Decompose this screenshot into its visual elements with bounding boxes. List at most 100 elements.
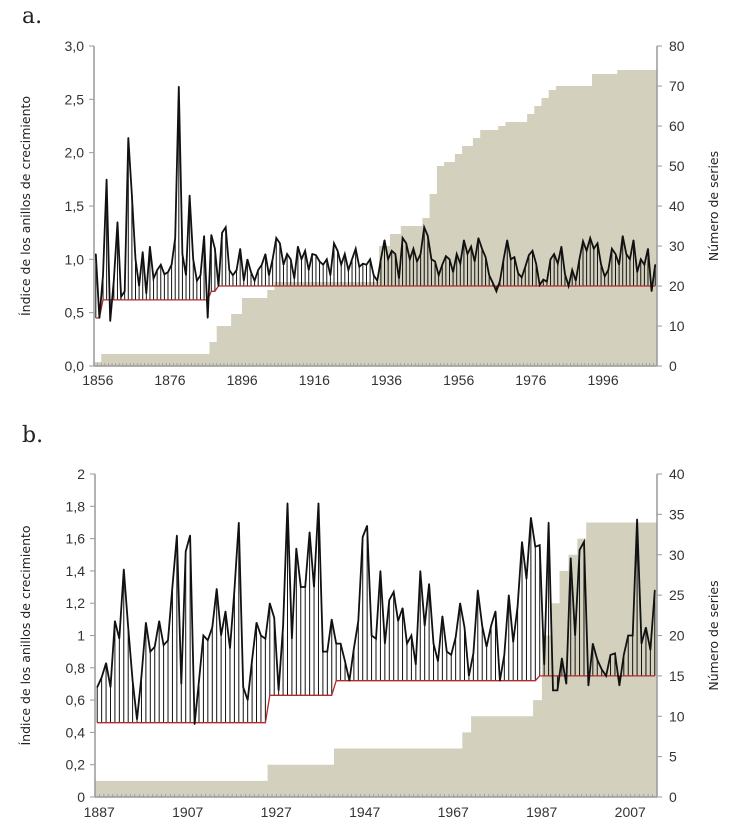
data-point xyxy=(649,649,651,651)
data-point xyxy=(472,652,474,654)
data-point xyxy=(317,502,320,504)
y-tick-label-right: 10 xyxy=(669,708,685,724)
data-point xyxy=(441,264,443,266)
data-point xyxy=(149,651,151,653)
x-tick-label: 1947 xyxy=(349,804,380,820)
y-tick-label-right: 70 xyxy=(669,78,685,94)
data-point xyxy=(419,570,421,572)
data-point xyxy=(397,620,399,622)
data-point xyxy=(255,621,258,624)
x-ticks xyxy=(93,363,658,366)
y-tick-label-left: 1,2 xyxy=(66,595,86,611)
data-point xyxy=(192,258,194,260)
data-point xyxy=(185,550,187,553)
data-point xyxy=(623,654,625,656)
data-point xyxy=(459,602,461,604)
data-point xyxy=(446,651,448,653)
y-tick-label-right: 20 xyxy=(669,628,685,644)
data-point xyxy=(138,285,140,287)
data-point xyxy=(196,280,198,282)
data-point xyxy=(437,660,439,662)
data-point xyxy=(578,258,581,260)
data-point xyxy=(282,264,285,266)
y-tick-label-left: 0,6 xyxy=(66,692,86,708)
data-point xyxy=(174,237,176,239)
data-point xyxy=(553,253,555,255)
x-tick-label: 1907 xyxy=(172,804,203,820)
data-point xyxy=(176,534,178,536)
data-point xyxy=(113,280,115,282)
y-tick-label-right: 20 xyxy=(669,278,685,294)
data-point xyxy=(470,245,472,248)
data-point xyxy=(512,641,514,643)
data-point xyxy=(351,258,353,260)
data-point xyxy=(152,277,155,280)
data-point xyxy=(625,253,627,255)
data-point xyxy=(607,269,609,271)
data-point xyxy=(528,254,530,256)
data-point xyxy=(387,258,389,260)
data-point xyxy=(611,248,613,250)
y-tick-label-left: 3,0 xyxy=(65,38,85,54)
y-axis-title-left: Índice de los anillos de crecimiento xyxy=(18,525,33,745)
y-tick-label-left: 0,5 xyxy=(65,305,85,321)
data-point xyxy=(247,699,249,701)
data-point xyxy=(521,276,523,279)
data-point xyxy=(632,634,634,637)
data-point xyxy=(567,285,570,287)
data-point xyxy=(477,589,479,591)
data-point xyxy=(355,248,357,250)
data-point xyxy=(95,253,97,255)
data-point xyxy=(570,557,572,559)
y-tick-label-right: 50 xyxy=(669,158,685,174)
data-point xyxy=(293,277,295,280)
data-point xyxy=(503,258,505,260)
data-point xyxy=(416,260,418,263)
data-point xyxy=(171,586,174,588)
data-point xyxy=(202,634,205,637)
data-point xyxy=(492,282,494,284)
data-point xyxy=(295,547,297,549)
data-point xyxy=(574,634,576,637)
data-point xyxy=(629,258,631,260)
data-point xyxy=(474,260,476,263)
data-point xyxy=(106,178,108,180)
data-point xyxy=(379,570,382,572)
data-point xyxy=(178,85,180,88)
y-tick-label-left: 1,4 xyxy=(66,563,86,579)
data-point xyxy=(370,634,373,637)
data-point xyxy=(596,242,599,244)
data-point xyxy=(654,589,656,591)
data-point xyxy=(335,642,337,645)
data-point xyxy=(560,245,562,248)
data-point xyxy=(123,568,125,570)
data-point xyxy=(428,583,430,585)
data-point xyxy=(525,578,528,580)
data-point xyxy=(643,264,645,266)
data-point xyxy=(441,615,443,617)
data-point xyxy=(430,258,433,260)
data-point xyxy=(640,258,642,260)
y-tick-label-left: 0 xyxy=(77,789,85,805)
data-point xyxy=(450,654,452,656)
data-point xyxy=(242,686,244,688)
data-point xyxy=(120,296,122,298)
y-axis-title-left: Índice de los anillos de crecimiento xyxy=(18,96,33,316)
data-point xyxy=(410,634,413,637)
data-point xyxy=(427,235,429,237)
data-point xyxy=(326,651,328,653)
data-point xyxy=(445,255,447,257)
data-point xyxy=(592,642,594,645)
data-point xyxy=(552,689,554,692)
data-point xyxy=(586,250,588,252)
data-point xyxy=(557,263,559,265)
data-point xyxy=(268,274,270,276)
chart-b: 1887 1907 1927 1947 1967 1987 2007 0 0,2 0,4 0,6 0,… xyxy=(18,466,721,820)
data-point xyxy=(499,280,501,282)
data-point xyxy=(415,663,417,666)
data-point xyxy=(309,531,311,533)
data-point xyxy=(438,274,440,276)
data-point xyxy=(243,280,245,282)
data-point xyxy=(180,683,182,685)
